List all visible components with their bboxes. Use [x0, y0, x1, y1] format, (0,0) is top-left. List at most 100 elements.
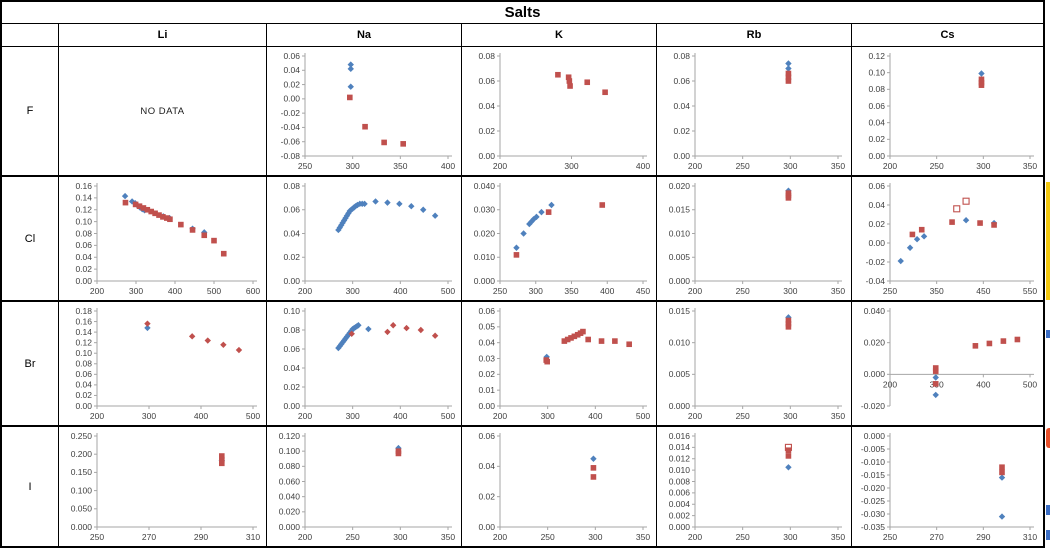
- svg-text:250: 250: [736, 286, 750, 296]
- chart-i-na[interactable]: 0.000 0.020 0.040 0.060 0.080 0.100 0.120 200 25…: [267, 427, 462, 546]
- chart-f-cs[interactable]: 0.00 0.02 0.04 0.06 0.08 0.10 0.12 200 250 300 350: [852, 47, 1043, 177]
- artifact-yellow-sliver: [1046, 182, 1050, 300]
- svg-text:350: 350: [930, 286, 944, 296]
- column-header-li: Li: [59, 24, 267, 47]
- row-header-cl: Cl: [2, 177, 59, 302]
- chart-br-li[interactable]: 0.00 0.02 0.04 0.06 0.08 0.10 0.12 0.14 0.16 0.18…: [59, 302, 267, 427]
- chart-br-na[interactable]: 0.00 0.02 0.04 0.06 0.08 0.10 200 300 400 500: [267, 302, 462, 427]
- artifact-blue-sliver-3: [1046, 530, 1050, 540]
- chart-i-cs[interactable]: 0.000 -0.005 -0.010 -0.015 -0.020 -0.025 -0.03…: [852, 427, 1043, 546]
- svg-text:0.04: 0.04: [75, 380, 92, 390]
- svg-text:0.06: 0.06: [868, 101, 885, 111]
- chart-cl-rb[interactable]: 0.000 0.005 0.010 0.015 0.020 200 250 300 350: [657, 177, 852, 302]
- svg-text:0.100: 0.100: [71, 485, 93, 495]
- svg-text:0.08: 0.08: [478, 51, 495, 61]
- svg-text:250: 250: [493, 286, 507, 296]
- svg-text:0.04: 0.04: [868, 117, 885, 127]
- svg-text:0.150: 0.150: [71, 467, 93, 477]
- chart-i-li[interactable]: 0.000 0.050 0.100 0.150 0.200 0.250 250 270 290 3…: [59, 427, 267, 546]
- svg-text:500: 500: [246, 411, 260, 421]
- svg-text:200: 200: [493, 161, 507, 171]
- svg-text:400: 400: [393, 286, 407, 296]
- svg-text:0.04: 0.04: [478, 337, 495, 347]
- svg-text:200: 200: [90, 411, 104, 421]
- svg-text:200: 200: [493, 532, 507, 542]
- svg-text:0.012: 0.012: [669, 454, 691, 464]
- column-header-cs: Cs: [852, 24, 1043, 47]
- chart-i-rb[interactable]: 0.000 0.002 0.004 0.006 0.008 0.010 0.012 0.014…: [657, 427, 852, 546]
- svg-text:270: 270: [930, 532, 944, 542]
- svg-text:300: 300: [346, 286, 360, 296]
- svg-text:0.00: 0.00: [283, 401, 300, 411]
- chart-i-k[interactable]: 0.00 0.02 0.04 0.06 200 250 300 350: [462, 427, 657, 546]
- svg-text:0.04: 0.04: [673, 101, 690, 111]
- svg-text:0.02: 0.02: [283, 252, 300, 262]
- svg-text:200: 200: [688, 286, 702, 296]
- svg-text:0.000: 0.000: [669, 276, 691, 286]
- svg-text:0.01: 0.01: [478, 385, 495, 395]
- row-header-br: Br: [2, 302, 59, 427]
- svg-text:450: 450: [636, 286, 650, 296]
- svg-text:0.02: 0.02: [283, 79, 300, 89]
- svg-text:300: 300: [783, 161, 797, 171]
- svg-text:0.010: 0.010: [474, 252, 496, 262]
- chart-f-na[interactable]: -0.08 -0.06 -0.04 -0.02 0.00 0.02 0.04 0.06 250 3…: [267, 47, 462, 177]
- svg-text:0.12: 0.12: [75, 337, 92, 347]
- svg-text:500: 500: [636, 411, 650, 421]
- svg-text:0.00: 0.00: [283, 94, 300, 104]
- chart-cl-cs[interactable]: -0.04 -0.02 0.00 0.02 0.04 0.06 250 350 450 550: [852, 177, 1043, 302]
- chart-cl-k[interactable]: 0.000 0.010 0.020 0.030 0.040 250 300 350 400 450: [462, 177, 657, 302]
- svg-text:0.08: 0.08: [673, 51, 690, 61]
- svg-text:0.010: 0.010: [669, 465, 691, 475]
- svg-text:350: 350: [831, 532, 845, 542]
- svg-text:0.05: 0.05: [478, 322, 495, 332]
- svg-text:250: 250: [736, 532, 750, 542]
- svg-text:500: 500: [441, 411, 455, 421]
- chart-br-k[interactable]: 0.00 0.01 0.02 0.03 0.04 0.05 0.06 200 300 400 500: [462, 302, 657, 427]
- svg-text:300: 300: [346, 411, 360, 421]
- svg-text:-0.030: -0.030: [861, 509, 885, 519]
- svg-text:-0.02: -0.02: [866, 257, 886, 267]
- svg-text:0.02: 0.02: [75, 264, 92, 274]
- svg-text:250: 250: [930, 161, 944, 171]
- chart-cl-na[interactable]: 0.00 0.02 0.04 0.06 0.08 200 300 400 500: [267, 177, 462, 302]
- chart-f-k[interactable]: 0.00 0.02 0.04 0.06 0.08 200 300 400: [462, 47, 657, 177]
- svg-text:0.04: 0.04: [75, 252, 92, 262]
- svg-text:350: 350: [831, 286, 845, 296]
- svg-text:-0.04: -0.04: [866, 276, 886, 286]
- svg-text:0.008: 0.008: [669, 476, 691, 486]
- svg-text:0.16: 0.16: [75, 181, 92, 191]
- svg-text:300: 300: [142, 411, 156, 421]
- svg-text:350: 350: [441, 532, 455, 542]
- chart-f-li[interactable]: NO DATA: [59, 47, 267, 177]
- svg-text:0.10: 0.10: [283, 306, 300, 316]
- svg-text:0.06: 0.06: [478, 431, 495, 441]
- svg-text:250: 250: [298, 161, 312, 171]
- svg-text:0.06: 0.06: [868, 181, 885, 191]
- svg-text:0.18: 0.18: [75, 306, 92, 316]
- chart-f-rb[interactable]: 0.00 0.02 0.04 0.06 0.08 200 250 300 350: [657, 47, 852, 177]
- chart-br-rb[interactable]: 0.000 0.005 0.010 0.015 200 250 300 350: [657, 302, 852, 427]
- svg-text:0.015: 0.015: [669, 306, 691, 316]
- svg-text:0.10: 0.10: [868, 67, 885, 77]
- svg-text:300: 300: [346, 161, 360, 171]
- svg-text:0.005: 0.005: [669, 369, 691, 379]
- svg-text:300: 300: [976, 161, 990, 171]
- svg-text:200: 200: [298, 411, 312, 421]
- svg-text:350: 350: [564, 286, 578, 296]
- svg-text:0.00: 0.00: [283, 276, 300, 286]
- svg-text:0.004: 0.004: [669, 499, 691, 509]
- svg-text:0.04: 0.04: [283, 65, 300, 75]
- chart-cl-li[interactable]: 0.00 0.02 0.04 0.06 0.08 0.10 0.12 0.14 0.16 200 3…: [59, 177, 267, 302]
- page-title: Salts: [2, 2, 1043, 24]
- svg-text:250: 250: [346, 532, 360, 542]
- svg-text:0.14: 0.14: [75, 327, 92, 337]
- svg-text:-0.035: -0.035: [861, 522, 885, 532]
- svg-text:0.020: 0.020: [474, 228, 496, 238]
- svg-text:0.02: 0.02: [478, 491, 495, 501]
- svg-text:300: 300: [393, 532, 407, 542]
- svg-text:450: 450: [976, 286, 990, 296]
